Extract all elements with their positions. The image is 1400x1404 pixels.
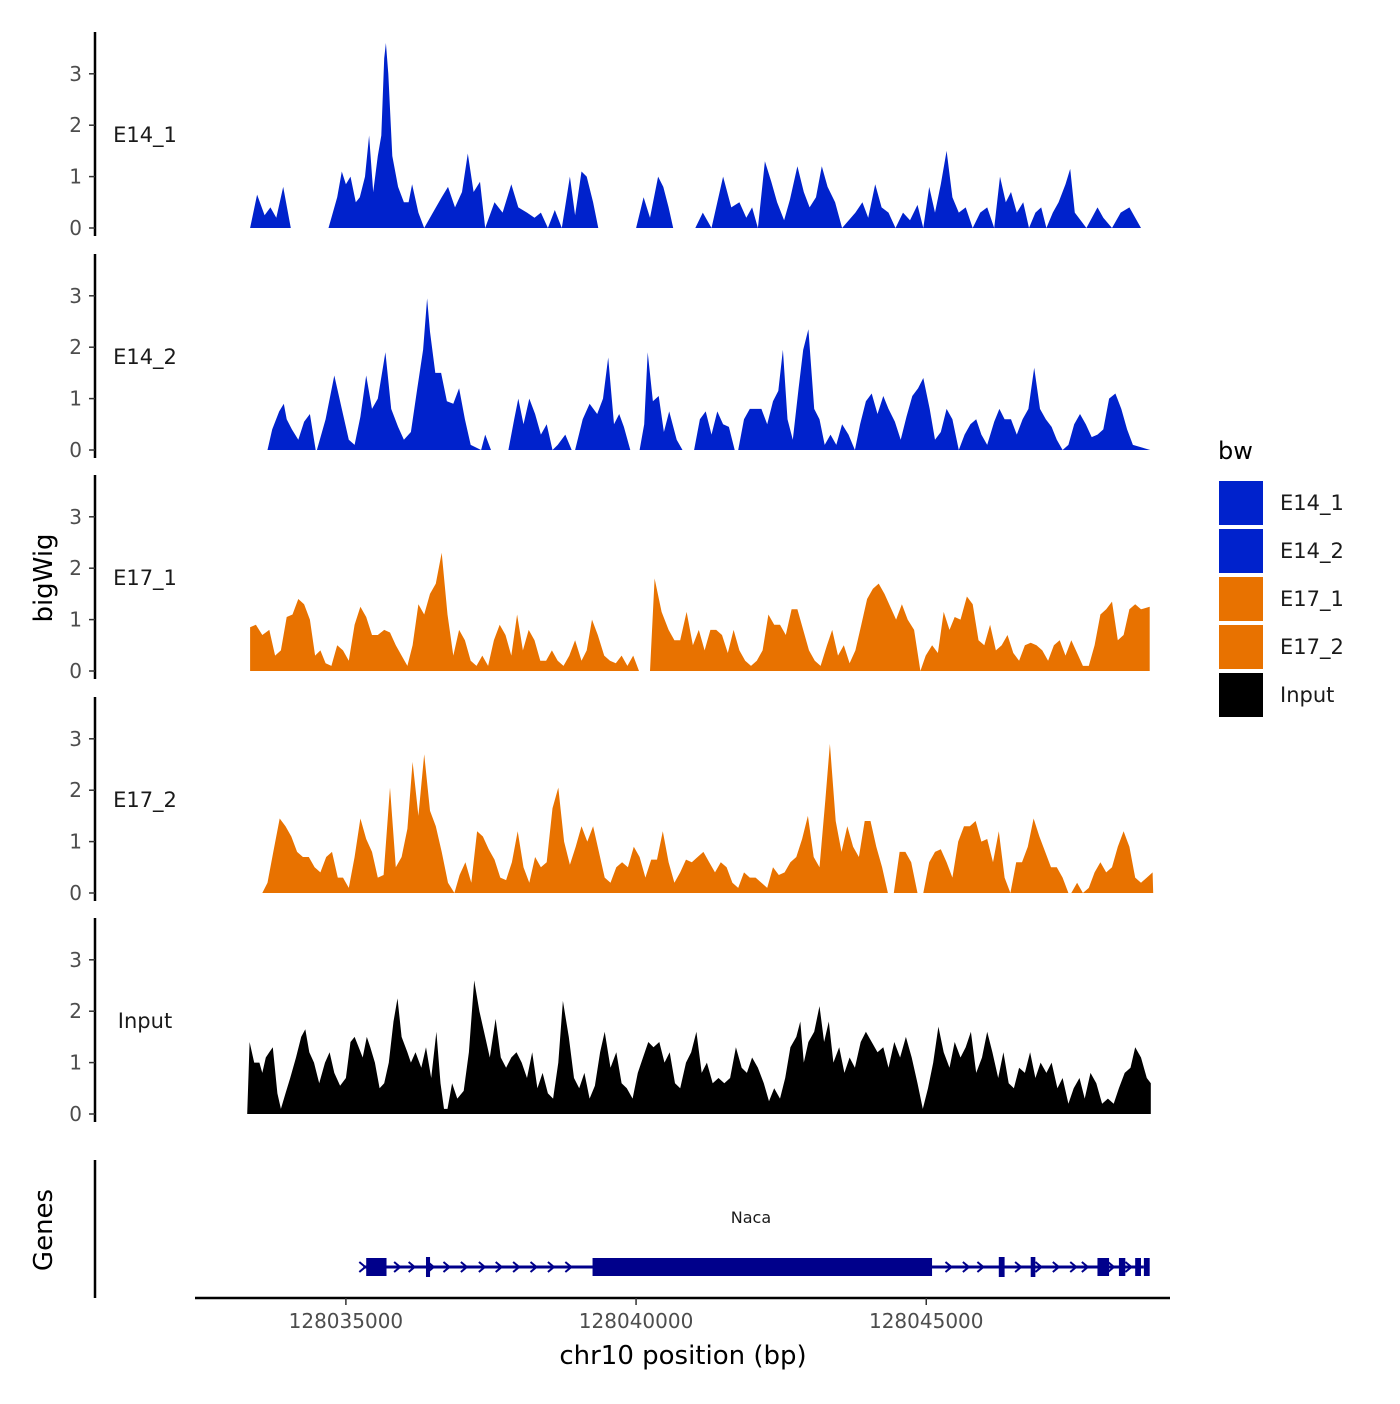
legend-swatch	[1217, 623, 1265, 671]
strand-arrow	[962, 1261, 971, 1273]
y-tick-label: 1	[69, 387, 82, 411]
strand-arrow	[564, 1261, 573, 1273]
strand-arrow	[1081, 1261, 1090, 1273]
strand-arrow	[512, 1261, 521, 1273]
coverage-area-e17_1	[250, 552, 1150, 671]
y-tick-label: 2	[69, 335, 82, 359]
track-label: Input	[118, 1009, 172, 1033]
track-label: E17_1	[113, 566, 177, 591]
gene-exon	[1030, 1257, 1036, 1277]
strand-arrow	[358, 1261, 367, 1273]
y-tick-label: 3	[69, 62, 82, 86]
legend-label: Input	[1280, 683, 1334, 707]
y-tick-label: 2	[69, 113, 82, 137]
strand-arrow	[460, 1261, 469, 1273]
track-label: E14_1	[113, 123, 177, 148]
y-tick-label: 1	[69, 830, 82, 854]
y-tick-label: 1	[69, 608, 82, 632]
strand-arrow	[1069, 1261, 1078, 1273]
legend-title: bw	[1218, 437, 1253, 465]
legend-label: E17_1	[1280, 587, 1344, 612]
strand-arrow	[1107, 1261, 1116, 1273]
genes-panel-label: Genes	[29, 1189, 59, 1271]
x-tick-label: 128040000	[579, 1309, 694, 1333]
y-tick-label: 0	[69, 1102, 82, 1126]
strand-arrow	[976, 1261, 985, 1273]
legend-swatch	[1217, 527, 1265, 575]
legend-swatch	[1217, 671, 1265, 719]
strand-arrow	[407, 1261, 417, 1273]
y-tick-label: 3	[69, 727, 82, 751]
legend-label: E14_2	[1280, 539, 1344, 564]
strand-arrow	[495, 1261, 504, 1273]
legend: bw E14_1 E14_2 E17_1 E17_2 Input	[1217, 437, 1344, 719]
y-tick-label: 0	[69, 881, 82, 905]
y-tick-label: 0	[69, 216, 82, 240]
coverage-area-e17_2	[262, 743, 1154, 893]
y-tick-label: 2	[69, 999, 82, 1023]
x-tick-label: 128045000	[869, 1309, 984, 1333]
gene-exon	[425, 1257, 431, 1277]
track-e14_1: 0 1 2 3 E14_1	[69, 32, 1151, 240]
x-axis-title: chr10 position (bp)	[559, 1341, 806, 1371]
gene-name-label: Naca	[731, 1208, 771, 1227]
gene-track: Naca	[93, 1160, 1150, 1298]
track-e17_2: 0 1 2 3 E17_2	[69, 697, 1154, 905]
gene-exon	[1143, 1258, 1150, 1276]
strand-arrow	[393, 1261, 402, 1273]
y-tick-label: 2	[69, 556, 82, 580]
y-tick-label: 3	[69, 284, 82, 308]
y-tick-label: 1	[69, 1051, 82, 1075]
strand-arrow	[1014, 1261, 1023, 1273]
coverage-area-e14_2	[267, 298, 1151, 450]
y-axis-title: bigWig	[29, 533, 59, 622]
y-tick-label: 0	[69, 659, 82, 683]
track-input: 0 1 2 3 Input	[69, 918, 1151, 1126]
y-tick-label: 1	[69, 165, 82, 189]
gene-exon	[1135, 1258, 1141, 1276]
strand-arrow	[1052, 1261, 1061, 1273]
strand-arrow	[1034, 1261, 1043, 1273]
coverage-area-input	[247, 980, 1151, 1114]
y-tick-label: 3	[69, 948, 82, 972]
strand-arrow	[442, 1261, 452, 1273]
strand-arrow	[1124, 1261, 1133, 1273]
track-e14_2: 0 1 2 3 E14_2	[69, 254, 1151, 462]
y-tick-label: 2	[69, 778, 82, 802]
legend-swatch	[1217, 479, 1265, 527]
strand-arrow	[547, 1261, 556, 1273]
track-e17_1: 0 1 2 3 E17_1	[69, 475, 1150, 683]
strand-arrow	[944, 1261, 954, 1273]
legend-label: E14_1	[1280, 491, 1344, 516]
y-tick-label: 0	[69, 438, 82, 462]
gene-exon	[998, 1257, 1005, 1277]
gene-exon	[1097, 1258, 1110, 1276]
legend-swatch	[1217, 575, 1265, 623]
legend-label: E17_2	[1280, 635, 1344, 660]
gene-exon	[1118, 1258, 1126, 1276]
strand-arrow	[478, 1261, 487, 1273]
x-tick-label: 128035000	[289, 1309, 404, 1333]
track-label: E14_2	[113, 345, 177, 370]
gene-exon	[366, 1258, 387, 1276]
coverage-area-e14_1	[250, 43, 1151, 228]
y-tick-label: 3	[69, 505, 82, 529]
track-label: E17_2	[113, 788, 177, 813]
strand-arrow	[529, 1261, 539, 1273]
gene-exon	[592, 1258, 933, 1276]
